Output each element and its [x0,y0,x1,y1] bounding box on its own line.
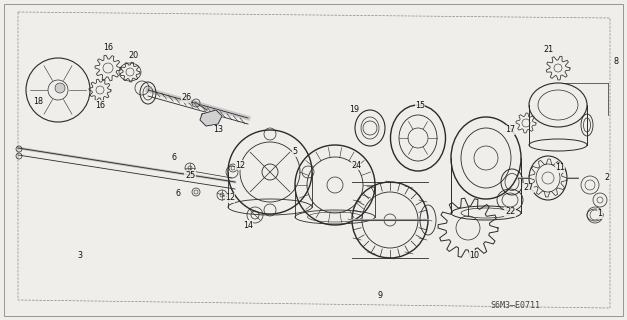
Text: 24: 24 [351,161,361,170]
Text: 26: 26 [181,93,191,102]
Circle shape [55,83,65,93]
Text: 21: 21 [543,45,553,54]
Text: 19: 19 [349,106,359,115]
Text: 12: 12 [225,194,235,203]
Text: 27: 27 [523,183,533,193]
Text: 16: 16 [95,100,105,109]
Text: 22: 22 [505,207,515,217]
Text: 13: 13 [213,125,223,134]
Text: 5: 5 [292,148,298,156]
Text: 25: 25 [185,171,195,180]
Text: 17: 17 [505,125,515,134]
Text: 14: 14 [243,220,253,229]
Polygon shape [200,110,222,126]
Text: 15: 15 [415,100,425,109]
Text: 10: 10 [469,251,479,260]
Text: 12: 12 [235,161,245,170]
Text: 9: 9 [377,291,382,300]
Text: 2: 2 [604,173,609,182]
Text: 6: 6 [172,154,176,163]
Text: 16: 16 [103,44,113,52]
Text: 18: 18 [33,98,43,107]
Text: 6: 6 [176,189,181,198]
Text: 11: 11 [555,164,565,172]
Text: S6M3–E0711: S6M3–E0711 [490,300,540,309]
Text: 20: 20 [128,52,138,60]
Text: 1: 1 [598,210,603,219]
Text: 3: 3 [78,251,83,260]
Text: 8: 8 [613,58,618,67]
